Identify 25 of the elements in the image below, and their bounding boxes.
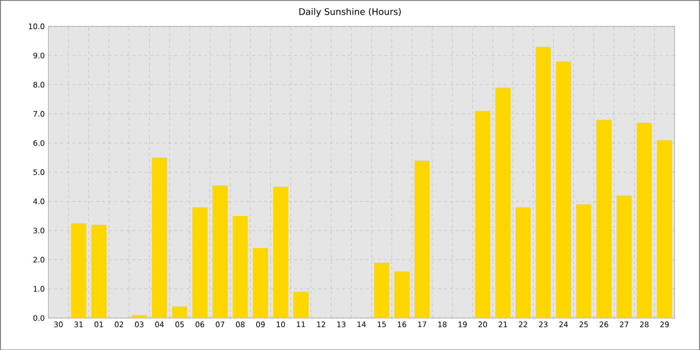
bar [636,122,652,318]
bar [91,224,106,318]
bar [71,223,86,318]
bar [616,195,632,318]
bar [394,271,410,318]
chart-title: Daily Sunshine (Hours) [299,8,401,17]
bar [556,61,572,318]
bar [516,207,531,318]
bar [536,46,551,318]
bar [232,216,248,318]
bar [132,314,147,318]
bar [293,292,308,318]
bar [192,207,208,318]
bar [596,120,612,318]
bar [252,248,268,318]
bar [152,157,168,318]
bar [273,186,288,318]
bar [172,306,188,318]
bar [576,204,592,318]
bar [414,160,430,318]
bar [495,87,510,318]
bar [374,262,390,318]
bar [475,110,490,318]
bar [656,140,672,318]
bar [212,185,228,318]
